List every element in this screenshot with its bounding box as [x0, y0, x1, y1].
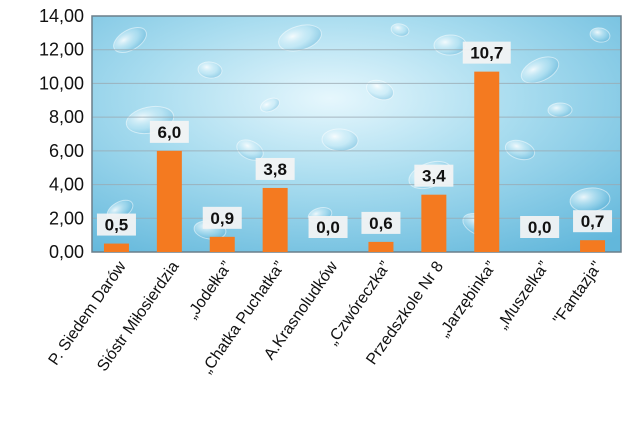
- water-drop: [260, 97, 280, 113]
- data-label-box: [255, 157, 295, 180]
- water-drop: [504, 139, 536, 161]
- data-label-box: [520, 216, 560, 238]
- bar: [421, 194, 447, 252]
- bars: [103, 71, 606, 252]
- bar: [580, 240, 606, 252]
- data-label-box: [308, 216, 348, 238]
- data-label: 0,9: [210, 209, 234, 228]
- bar: [262, 187, 288, 252]
- data-label-box: [202, 206, 242, 229]
- y-tick-label: 2,00: [49, 208, 84, 228]
- data-label-box: [414, 164, 454, 187]
- x-tick-label: „Muszelka”: [494, 259, 553, 333]
- water-drop: [589, 27, 611, 43]
- data-label: 0,6: [369, 214, 393, 233]
- water-drop: [236, 139, 264, 161]
- data-labels: 0,5 6,0 0,9 3,8 0,0 0,6 3,4 10,7 0,0 0,7: [96, 41, 613, 238]
- x-tick-label: „Jodełka”: [184, 259, 236, 323]
- data-label: 3,4: [422, 167, 446, 186]
- data-label: 6,0: [158, 123, 182, 142]
- data-label-box: [573, 210, 613, 233]
- bar: [156, 150, 182, 252]
- water-drop: [366, 79, 394, 101]
- data-label-box: [96, 213, 136, 236]
- y-tick-label: 0,00: [49, 242, 84, 262]
- water-drop: [547, 102, 573, 118]
- y-tick-label: 12,00: [39, 40, 84, 60]
- y-tick-label: 6,00: [49, 141, 84, 161]
- data-label: 3,8: [263, 160, 287, 179]
- water-drop: [113, 27, 147, 53]
- y-tick-label: 10,00: [39, 73, 84, 93]
- data-label-box: [149, 120, 189, 143]
- y-tick-label: 14,00: [39, 6, 84, 26]
- water-drop: [390, 23, 410, 37]
- data-label: 0,0: [316, 218, 340, 237]
- data-label-box: [361, 211, 401, 234]
- bar: [209, 236, 235, 252]
- y-axis: 0,00 2,00 4,00 6,00 8,00 10,00 12,00 14,00: [39, 6, 84, 262]
- water-drop: [197, 61, 223, 79]
- bar: [368, 241, 394, 252]
- y-tick-label: 4,00: [49, 175, 84, 195]
- bar: [474, 71, 500, 252]
- data-label-box: [462, 41, 511, 64]
- y-tick-label: 8,00: [49, 107, 84, 127]
- water-drop: [520, 56, 560, 84]
- data-label: 0,5: [105, 216, 129, 235]
- data-label: 0,0: [528, 218, 552, 237]
- data-label: 10,7: [470, 44, 503, 63]
- data-label: 0,7: [581, 212, 605, 231]
- plot-frame: [91, 15, 622, 253]
- x-tick-label: "Fantazja": [550, 259, 606, 328]
- bar: [103, 243, 129, 252]
